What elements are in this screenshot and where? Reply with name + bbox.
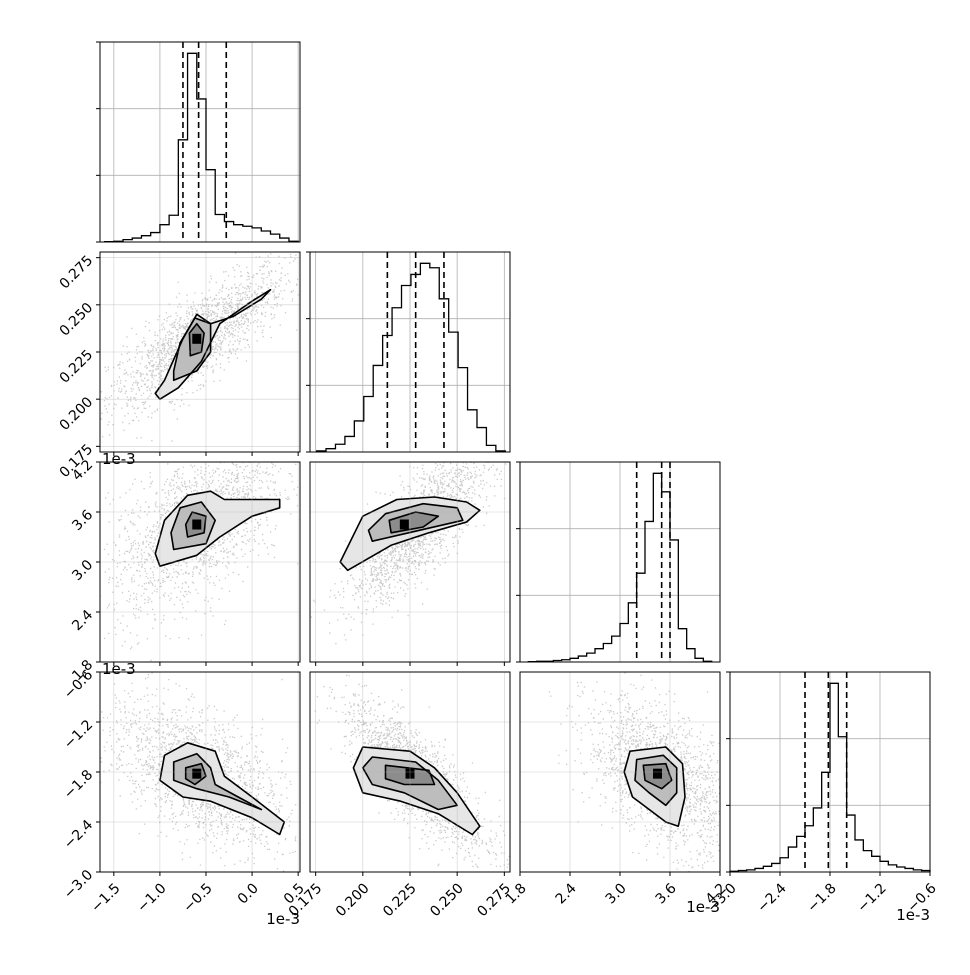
- histogram-frame: [309, 251, 511, 453]
- axis-offset-text: 1e-3: [686, 898, 720, 916]
- y-tick-label: 3.0: [69, 557, 96, 584]
- contour-line: [184, 762, 207, 786]
- contour-line: [339, 496, 481, 572]
- histogram-panel-1: [306, 251, 511, 453]
- density-peak: [192, 768, 202, 779]
- x-tick-label: −1.0: [134, 880, 169, 915]
- x-tick-label: −0.5: [180, 880, 215, 915]
- x-tick-label: −2.4: [754, 880, 789, 915]
- histogram-frame: [519, 461, 721, 663]
- contour-line: [184, 511, 207, 538]
- histogram-step-line: [729, 682, 931, 872]
- y-tick-label: 0.225: [57, 347, 97, 387]
- x-tick-label: 3.6: [653, 880, 680, 907]
- scatter-panel-1-2: [309, 461, 511, 666]
- histogram-panel-3: [726, 671, 931, 873]
- panel-content: [100, 462, 300, 662]
- x-tick-label: 0.250: [427, 880, 467, 920]
- density-peak: [192, 333, 202, 344]
- y-tick-label: 0.275: [57, 253, 97, 293]
- density-peak: [192, 519, 202, 530]
- scatter-panel-2-3: [519, 671, 721, 876]
- contour-line: [388, 511, 440, 534]
- density-peak: [653, 768, 662, 779]
- histogram-step-line: [103, 52, 299, 243]
- contour-line: [172, 752, 263, 811]
- y-tick-label: 2.4: [69, 607, 96, 634]
- x-tick-label: 0.200: [333, 880, 373, 920]
- x-tick-label: −1.2: [854, 880, 889, 915]
- panel-content: [310, 672, 510, 872]
- contour-line: [362, 756, 458, 811]
- x-tick-label: 0.225: [380, 880, 420, 920]
- contour-line: [154, 288, 272, 400]
- scatter-panel-0-1: [96, 251, 301, 456]
- contour-line: [367, 502, 464, 542]
- contour-line: [352, 746, 481, 836]
- contour-line: [188, 322, 205, 357]
- x-tick-label: 3.0: [603, 880, 630, 907]
- y-tick-label: −3.0: [61, 867, 96, 902]
- contour-line: [384, 764, 436, 786]
- contour-line: [159, 742, 286, 836]
- y-tick-label: 0.200: [57, 394, 97, 434]
- histogram-frame: [99, 41, 301, 243]
- histogram-step-line: [527, 472, 713, 663]
- scatter-panel-0-3: [96, 671, 301, 876]
- contour-line: [623, 746, 686, 827]
- x-tick-label: −1.5: [88, 880, 123, 915]
- histogram-panel-2: [516, 461, 721, 663]
- scatter-panel-1-3: [309, 671, 511, 876]
- density-peak: [399, 519, 409, 530]
- scatter-panel-0-2: [96, 461, 301, 666]
- y-tick-label: −1.8: [61, 767, 96, 802]
- axis-offset-text: 1e-3: [896, 906, 930, 924]
- y-tick-label: 3.6: [69, 507, 96, 534]
- axis-offset-text: 1e-3: [266, 910, 300, 928]
- contour-line: [634, 754, 678, 807]
- panel-content: [520, 672, 720, 872]
- y-tick-label: −2.4: [61, 817, 96, 852]
- histogram-panel-0: [96, 41, 301, 243]
- histogram-step-line: [315, 262, 506, 452]
- panel-content: [100, 252, 300, 452]
- axis-offset-text: 1e-3: [102, 660, 136, 678]
- x-tick-label: 2.4: [553, 880, 580, 907]
- axis-offset-text: 1e-3: [102, 450, 136, 468]
- panel-content: [100, 672, 300, 872]
- y-tick-label: 0.250: [57, 300, 97, 340]
- panel-content: [310, 462, 510, 662]
- contour-line: [642, 762, 673, 790]
- x-tick-label: 0.0: [235, 880, 262, 907]
- x-tick-label: −1.8: [804, 880, 839, 915]
- contour-line: [172, 317, 212, 382]
- y-tick-label: −1.2: [61, 717, 96, 752]
- scatter-points: [100, 252, 299, 442]
